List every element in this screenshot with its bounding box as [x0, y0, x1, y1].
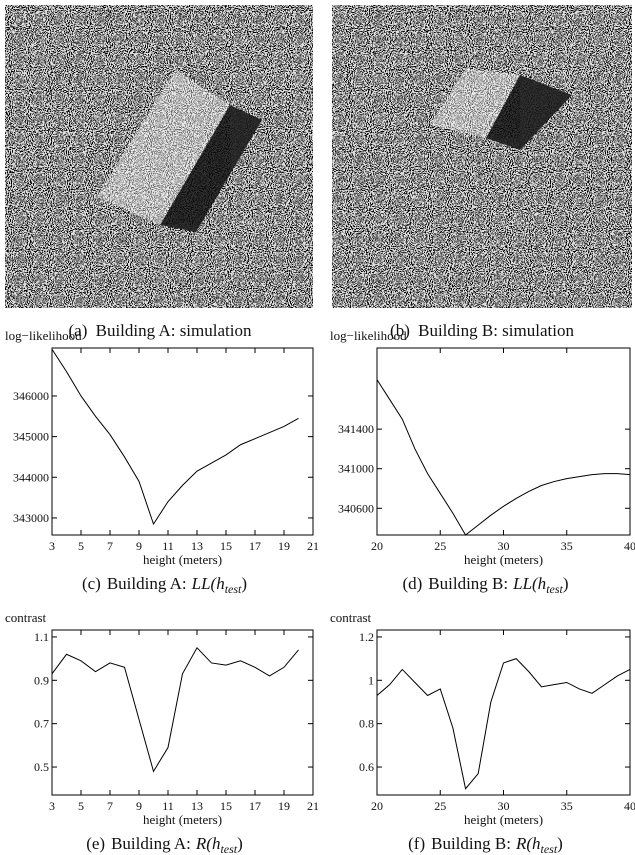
x-tick-label: 35 — [561, 539, 573, 553]
y-tick-label: 344000 — [13, 470, 49, 484]
caption-sub: test — [541, 842, 558, 855]
x-tick-label: 3 — [49, 539, 55, 553]
x-tick-label: 17 — [249, 799, 261, 813]
caption-sub: test — [220, 842, 237, 855]
x-tick-label: 21 — [307, 539, 319, 553]
chart: 0.5 0.7 0.9 1.1 3 5 7 9 11 13 15 17 19 21 contrast heig… — [5, 610, 319, 855]
data-line — [377, 659, 630, 789]
y-tick-label: 341000 — [338, 462, 374, 476]
chart: 340600 341000 341400 20 25 30 35 40 log−likeliho… — [330, 328, 635, 596]
chart: 0.6 0.8 1 1.2 20 25 30 35 40 contrast height (mete… — [330, 610, 635, 855]
x-axis-label: height (meters) — [143, 552, 222, 567]
data-line — [52, 349, 299, 524]
caption-close: ) — [557, 834, 563, 853]
plot-frame — [52, 348, 313, 535]
caption-math: R(h — [515, 834, 541, 853]
y-tick-label: 1 — [368, 673, 374, 687]
caption-text: Building B: — [428, 574, 508, 593]
x-tick-label: 5 — [78, 799, 84, 813]
y-tick-label: 0.8 — [359, 717, 374, 731]
caption-text: Building B: — [431, 834, 511, 853]
data-line — [52, 648, 299, 772]
y-axis-label: log−likelihood — [330, 328, 407, 343]
caption-math: R(h — [195, 834, 221, 853]
x-tick-label: 17 — [249, 539, 261, 553]
caption-text: Building A: — [107, 574, 187, 593]
x-tick-label: 15 — [220, 539, 232, 553]
x-tick-label: 40 — [624, 799, 635, 813]
x-tick-label: 3 — [49, 799, 55, 813]
x-tick-label: 21 — [307, 799, 319, 813]
y-tick-label: 0.6 — [359, 760, 374, 774]
image-caption: (a) Building A: simulation — [69, 321, 252, 340]
y-tick-label: 341400 — [338, 422, 374, 436]
y-tick-label: 340600 — [338, 501, 374, 515]
caption-close: ) — [563, 574, 569, 593]
x-tick-label: 13 — [191, 539, 203, 553]
plot-frame — [52, 630, 313, 795]
x-tick-label: 20 — [371, 539, 383, 553]
caption-label: (f) — [408, 834, 425, 853]
caption-label: (e) — [86, 834, 105, 853]
y-tick-label: 1.2 — [359, 630, 374, 644]
x-tick-label: 13 — [191, 799, 203, 813]
x-tick-label: 15 — [220, 799, 232, 813]
figure: (a) Building A: simulation (b) Building … — [0, 0, 635, 855]
x-axis-label: height (meters) — [143, 812, 222, 827]
chart-caption: (e) Building A:R(htest) — [86, 834, 243, 855]
chart-caption: (d) Building B:LL(htest) — [402, 574, 568, 596]
image-a — [5, 5, 313, 308]
y-tick-label: 345000 — [13, 430, 49, 444]
caption-close: ) — [241, 574, 247, 593]
image-caption: (b) Building B: simulation — [390, 321, 574, 340]
x-tick-label: 35 — [561, 799, 573, 813]
x-tick-label: 9 — [136, 539, 142, 553]
x-tick-label: 25 — [434, 539, 446, 553]
x-tick-label: 7 — [107, 799, 113, 813]
caption-label: (d) — [402, 574, 422, 593]
x-tick-label: 5 — [78, 539, 84, 553]
y-tick-label: 343000 — [13, 511, 49, 525]
chart-caption: (f) Building B:R(htest) — [408, 834, 563, 855]
x-tick-label: 7 — [107, 539, 113, 553]
x-tick-label: 19 — [278, 539, 290, 553]
y-tick-label: 1.1 — [34, 630, 49, 644]
y-axis-label: contrast — [330, 610, 372, 625]
image-b — [332, 5, 632, 308]
y-tick-label: 0.7 — [34, 717, 49, 731]
x-axis-label: height (meters) — [464, 812, 543, 827]
caption-sub: test — [546, 582, 563, 596]
caption-sub: test — [225, 582, 242, 596]
data-line — [377, 380, 630, 535]
x-tick-label: 11 — [162, 539, 174, 553]
x-tick-label: 9 — [136, 799, 142, 813]
x-tick-label: 20 — [371, 799, 383, 813]
x-axis-label: height (meters) — [464, 552, 543, 567]
plot-frame — [377, 630, 630, 795]
caption-label: (c) — [82, 574, 101, 593]
caption-text: Building A: — [111, 834, 191, 853]
y-tick-label: 0.5 — [34, 760, 49, 774]
x-tick-label: 40 — [624, 539, 635, 553]
x-tick-label: 30 — [498, 799, 510, 813]
y-axis-label: log−likelihood — [5, 328, 82, 343]
y-axis-label: contrast — [5, 610, 47, 625]
y-tick-label: 346000 — [13, 389, 49, 403]
x-tick-label: 25 — [434, 799, 446, 813]
x-tick-label: 19 — [278, 799, 290, 813]
caption-math: LL(h — [191, 574, 225, 593]
chart-caption: (c) Building A:LL(htest) — [82, 574, 247, 596]
chart: 343000 344000 345000 346000 3 5 7 9 11 13 15 17 19 21… — [5, 328, 319, 596]
plot-frame — [377, 348, 630, 535]
x-tick-label: 30 — [498, 539, 510, 553]
y-tick-label: 0.9 — [34, 673, 49, 687]
caption-math: LL(h — [512, 574, 546, 593]
x-tick-label: 11 — [162, 799, 174, 813]
caption-close: ) — [237, 834, 243, 853]
